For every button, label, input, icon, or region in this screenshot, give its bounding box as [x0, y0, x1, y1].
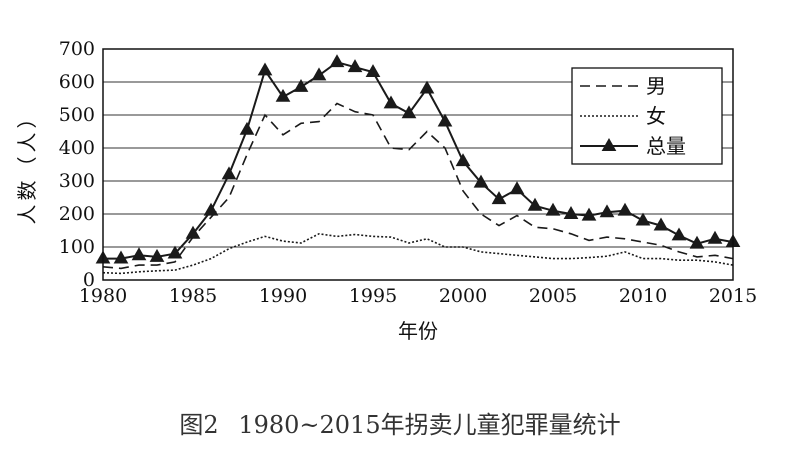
data-point-marker	[167, 245, 183, 259]
data-point-marker	[401, 105, 417, 119]
y-tick-label: 400	[59, 137, 95, 159]
data-point-marker	[617, 202, 633, 216]
y-tick-label: 0	[83, 269, 95, 291]
y-tick-label: 700	[59, 38, 95, 60]
legend-marker	[601, 138, 617, 151]
data-point-marker	[563, 206, 579, 219]
figure-caption: 图2 1980~2015年拐卖儿童犯罪量统计	[0, 405, 800, 440]
data-point-marker	[653, 217, 669, 231]
data-point-marker	[149, 248, 165, 262]
data-point-marker	[545, 202, 561, 216]
x-tick-label: 2010	[619, 285, 667, 307]
y-tick-label: 300	[59, 170, 95, 192]
data-point-marker	[527, 197, 543, 211]
data-point-marker	[383, 95, 399, 109]
data-point-marker	[365, 64, 381, 78]
data-point-marker	[473, 174, 489, 188]
data-point-marker	[689, 235, 705, 249]
x-tick-label: 1985	[169, 285, 217, 307]
data-point-marker	[257, 62, 273, 76]
y-tick-label: 100	[59, 236, 95, 258]
legend-label: 女	[646, 104, 666, 128]
x-tick-label: 1990	[259, 285, 307, 307]
data-point-marker	[671, 227, 687, 241]
x-tick-label: 1980	[79, 285, 127, 307]
x-axis-title: 年份	[398, 319, 438, 343]
figure-title: 1980~2015年拐卖儿童犯罪量统计	[238, 411, 621, 439]
series-line-1	[102, 232, 734, 275]
chart: 0 100 200 300 400 500 600 700 1980 1985 1990 1995 20…	[15, 38, 757, 343]
plot-frame	[102, 48, 734, 281]
data-point-marker	[491, 191, 507, 205]
data-point-marker	[275, 88, 291, 102]
legend-label: 总量	[646, 134, 686, 158]
data-point-marker	[599, 204, 615, 218]
x-tick-label: 2000	[439, 285, 487, 307]
figure-number: 图2	[179, 411, 219, 439]
y-tick-label: 200	[59, 203, 95, 225]
y-tick-label: 600	[59, 71, 95, 93]
x-tick-label: 2005	[529, 285, 577, 307]
data-point-marker	[113, 250, 129, 264]
data-point-marker	[329, 54, 345, 68]
y-axis-title: 人数（人）	[15, 105, 39, 225]
x-tick-label: 1995	[349, 285, 397, 307]
data-point-marker	[239, 121, 255, 135]
tick-labels: 0 100 200 300 400 500 600 700 1980 1985 1990 1995 20…	[59, 38, 757, 307]
data-point-marker	[455, 153, 471, 167]
y-tick-label: 500	[59, 104, 95, 126]
data-point-marker	[221, 166, 237, 180]
data-point-marker	[185, 225, 201, 239]
data-point-marker	[509, 181, 525, 195]
data-point-marker	[131, 247, 147, 261]
series-markers	[95, 54, 741, 264]
legend-label: 男	[646, 74, 666, 98]
data-point-marker	[293, 78, 309, 92]
data-point-marker	[419, 80, 435, 94]
data-point-marker	[203, 202, 219, 216]
data-point-marker	[437, 113, 453, 127]
data-point-marker	[581, 207, 597, 221]
x-tick-label: 2015	[709, 285, 757, 307]
data-point-marker	[707, 230, 723, 244]
data-point-marker	[311, 67, 327, 81]
data-point-marker	[635, 212, 651, 226]
data-point-marker	[347, 59, 363, 73]
